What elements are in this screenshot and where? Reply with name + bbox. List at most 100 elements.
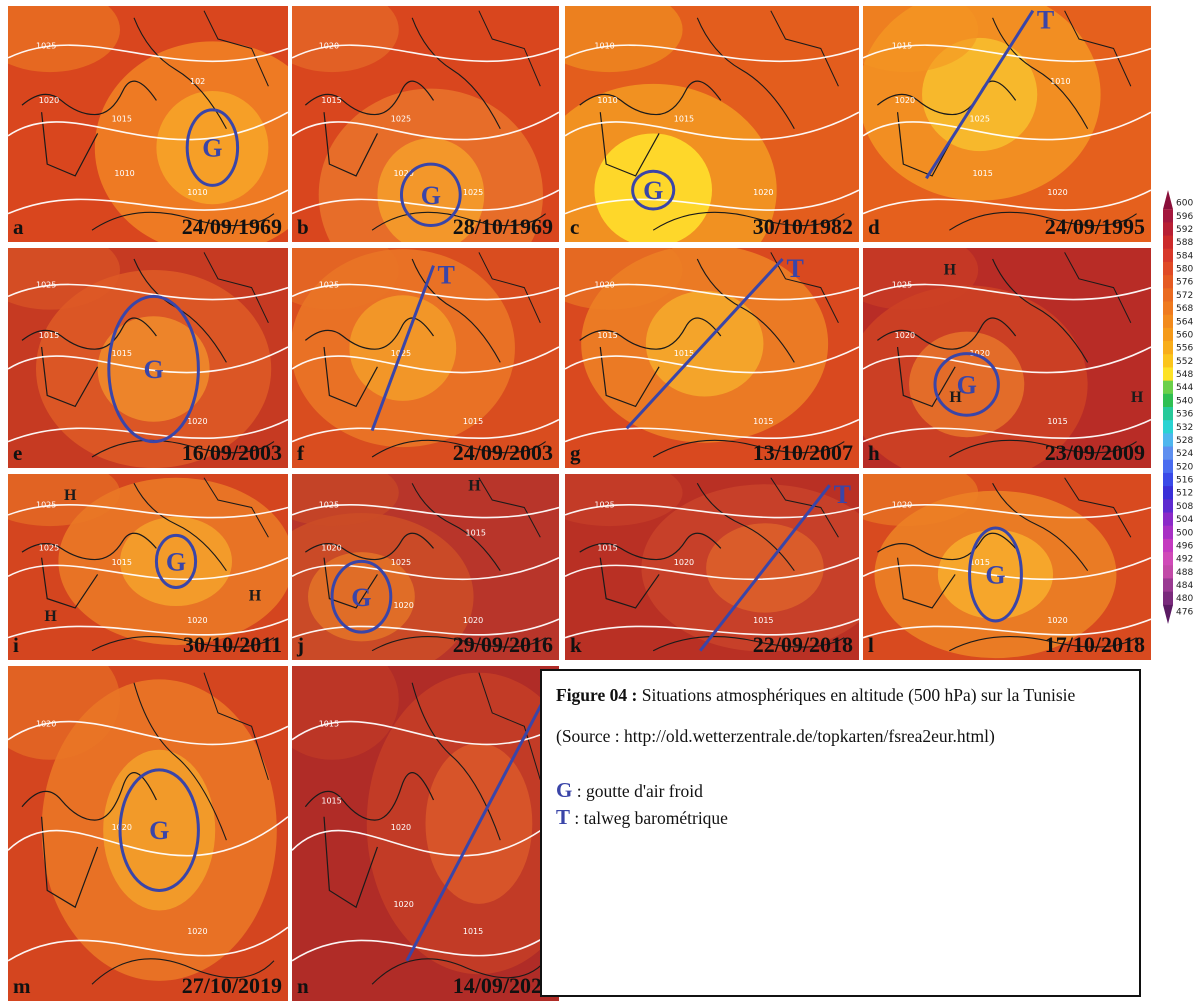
cold-drop-circle [330, 559, 393, 634]
system-letter: G [351, 583, 371, 612]
panel-date: 27/10/2019 [182, 973, 282, 998]
isobar-label: 1020 [36, 719, 56, 728]
isobar-label: 1020 [674, 558, 694, 567]
colorbar-tick: 476 [1176, 607, 1193, 617]
panel-letter: l [868, 633, 874, 657]
colorbar-tick: 548 [1176, 370, 1193, 380]
colorbar-swatch [1163, 248, 1173, 263]
colorbar-swatch [1163, 499, 1173, 513]
system-letter: G [985, 560, 1005, 589]
panel-letter: i [13, 633, 19, 657]
colorbar-swatch [1163, 367, 1173, 382]
isobar-label: 1010 [187, 188, 207, 197]
panel-letter: e [13, 441, 22, 465]
colorbar-tick: 572 [1176, 291, 1193, 301]
panel-letter: b [297, 215, 309, 239]
colorbar-tick: 576 [1176, 278, 1193, 288]
high-pressure-label: H [468, 478, 481, 495]
isobar-label: 1025 [319, 281, 339, 290]
colorbar-tick: 500 [1176, 528, 1193, 538]
colorbar-swatch [1163, 578, 1173, 593]
isobar-label: 1020 [895, 96, 915, 105]
isobar-label: 1020 [970, 349, 990, 358]
colorbar-swatch [1163, 538, 1173, 553]
colorbar-swatch [1163, 354, 1173, 368]
isobar-label: 1015 [466, 528, 486, 537]
isobar-label: 1015 [321, 96, 341, 105]
high-pressure-label: H [944, 261, 957, 278]
colorbar-tick: 564 [1176, 317, 1193, 327]
colorbar-tick: 484 [1176, 581, 1193, 591]
isobar-label: 1020 [187, 616, 207, 625]
colorbar-swatch [1163, 486, 1173, 500]
isobar-label: 1015 [674, 115, 694, 124]
map-panel: 1015 1025 1020 1020 1015 1010 Td 24/09/1995 [863, 6, 1151, 242]
colorbar-swatch [1163, 393, 1173, 408]
panel-letter: a [13, 215, 24, 239]
isobar-label: 1020 [321, 543, 341, 552]
map-panel: 102510251015Tf24/09/2003 [292, 248, 559, 468]
colorbar-swatch [1163, 190, 1173, 210]
map-panel: 10151020101510151020Tn14/09/2020 [292, 666, 559, 1001]
system-letter: G [957, 370, 977, 399]
panel-date: 13/10/2007 [753, 440, 853, 465]
system-letter: T [834, 480, 851, 509]
panel-date: 28/10/1969 [453, 214, 553, 239]
colorbar-tick: 528 [1176, 436, 1193, 446]
colorbar-tick: 488 [1176, 568, 1193, 578]
panel-letter: n [297, 974, 309, 998]
colorbar-swatch [1163, 565, 1173, 579]
high-pressure-label: H [1131, 389, 1144, 406]
isobar-label: 1015 [319, 719, 339, 728]
colorbar-swatch [1163, 433, 1173, 448]
colorbar-tick: 504 [1176, 515, 1193, 525]
caption-source: (Source : http://old.wetterzentrale.de/t… [556, 726, 995, 746]
panel-letter: m [13, 974, 31, 998]
colorbar-tick: 556 [1176, 344, 1193, 354]
isobar-label: 1010 [114, 169, 134, 178]
colorbar-swatch [1163, 341, 1173, 355]
legend-key: T [556, 805, 571, 829]
isobar-label: 1025 [391, 558, 411, 567]
colorbar-swatch [1163, 209, 1173, 223]
isobar-label: 1015 [112, 349, 132, 358]
colorbar: 600 596 592 588 584 580 576 572 568 564 560 556 552 5… [1163, 190, 1193, 624]
panel-date: 24/09/1969 [182, 214, 282, 239]
colorbar-tick: 532 [1176, 423, 1193, 433]
high-pressure-label: H [44, 608, 57, 625]
cold-drop-circle [631, 169, 676, 211]
colorbar-tick: 544 [1176, 383, 1193, 393]
panel-date: 24/09/1995 [1045, 214, 1145, 239]
system-letter: T [1037, 6, 1054, 35]
colorbar-swatch [1163, 288, 1173, 302]
panel-letter: h [868, 441, 880, 465]
colorbar-tick: 600 [1176, 199, 1193, 209]
isobar-label: 1020 [393, 169, 413, 178]
colorbar-swatch [1163, 604, 1173, 624]
isobar-label: 1020 [1047, 616, 1067, 625]
isobar-label: 1020 [187, 417, 207, 426]
figure-caption: Figure 04 : Situations atmosphériques en… [540, 669, 1141, 997]
colorbar-tick: 588 [1176, 238, 1193, 248]
colorbar-tick: 540 [1176, 396, 1193, 406]
system-letter: T [438, 261, 455, 290]
isobar-label: 1015 [597, 543, 617, 552]
panel-date: 30/10/1982 [753, 214, 853, 239]
panel-date: 30/10/2011 [183, 632, 282, 657]
isobar-label: 1020 [39, 96, 59, 105]
panel-date: 29/09/2016 [453, 632, 553, 657]
colorbar-swatch [1163, 380, 1173, 395]
legend-item-t: T : talweg barométrique [556, 804, 1125, 831]
colorbar-swatch [1163, 235, 1173, 250]
isobar-label: 1020 [1047, 188, 1067, 197]
isobar-label: 1015 [112, 115, 132, 124]
map-panel: 1020 1020 1020 Gm 27/10/2019 [8, 666, 288, 1001]
isobar-label: 1015 [1047, 417, 1067, 426]
system-letter: G [149, 816, 169, 845]
high-pressure-label: H [949, 389, 962, 406]
isobar-label: 1010 [1050, 77, 1070, 86]
map-panel: 1020 1015 1015 1015 Tg 13/10/2007 [565, 248, 859, 468]
cold-drop-circle [185, 108, 240, 187]
isobar-label: 1025 [36, 281, 56, 290]
